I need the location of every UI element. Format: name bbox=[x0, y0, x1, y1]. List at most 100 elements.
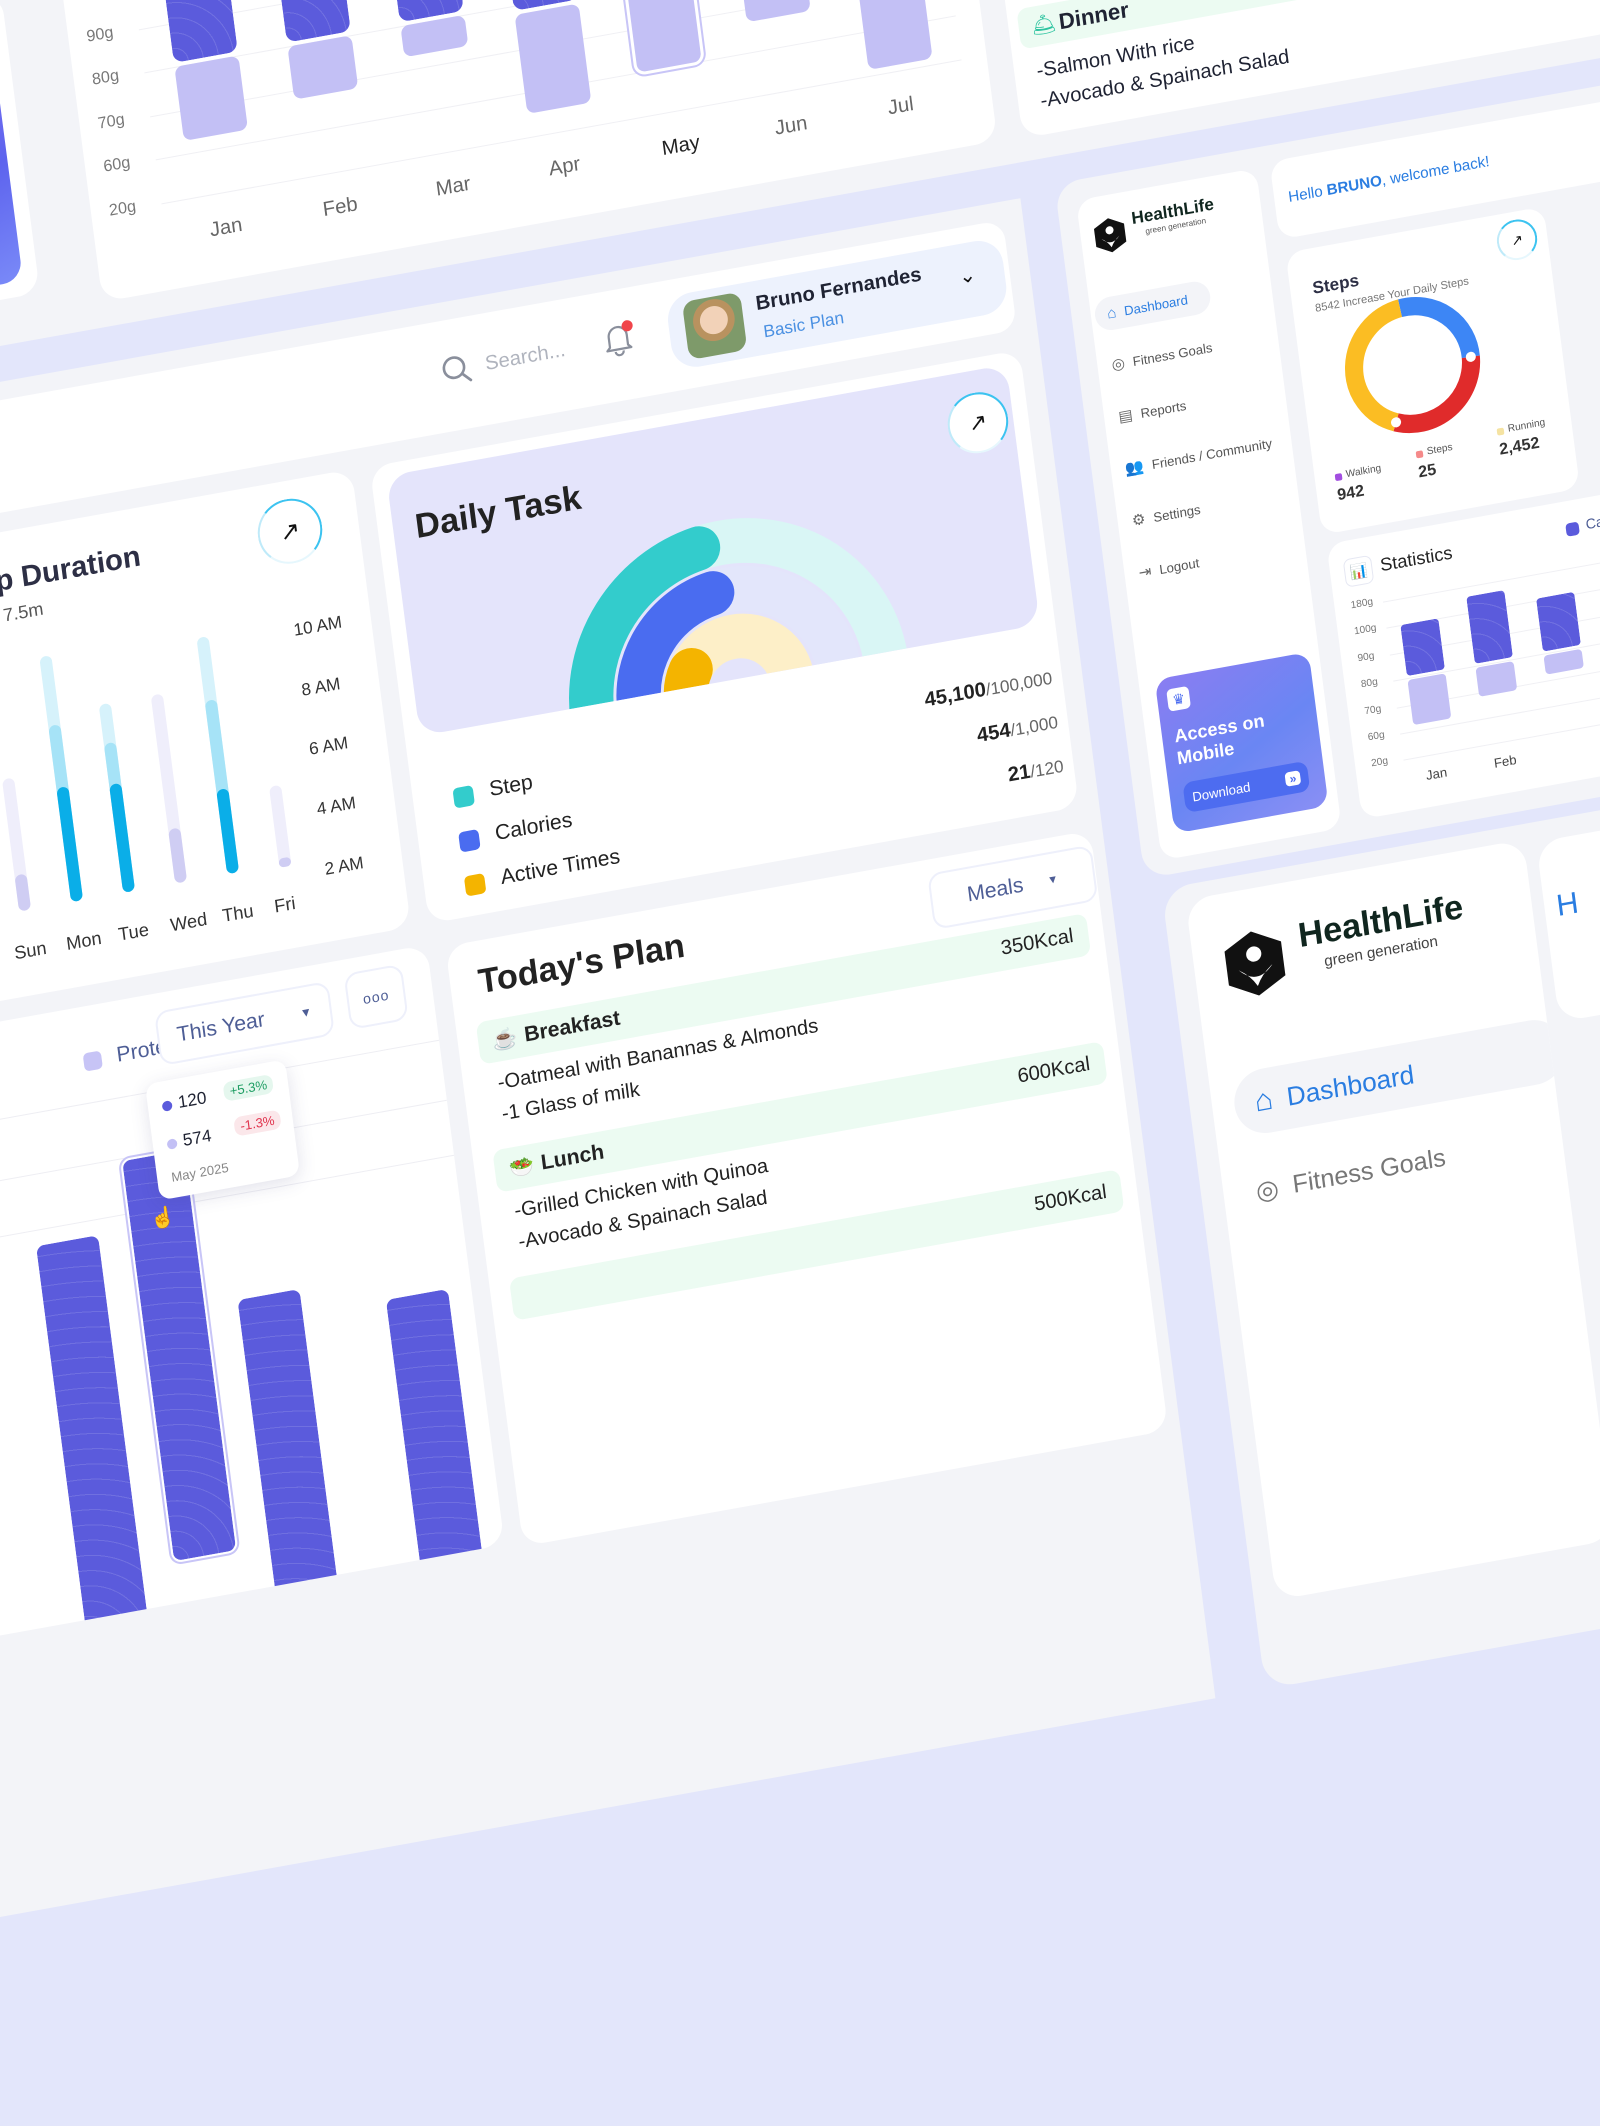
salad-bowl-icon: 🥗 bbox=[507, 1154, 536, 1182]
user-plan: Basic Plan bbox=[762, 307, 846, 342]
coffee-cup-icon: ☕ bbox=[491, 1026, 519, 1054]
x-tick-label: Jan bbox=[208, 213, 244, 242]
y-tick-label: 8 AM bbox=[300, 673, 342, 700]
series-dot bbox=[161, 1100, 173, 1112]
stat-value: 942 bbox=[1336, 482, 1366, 505]
avatar bbox=[681, 291, 748, 361]
x-tick-label: Feb bbox=[321, 192, 359, 222]
task-max-value: /100,000 bbox=[984, 668, 1054, 700]
donut-segment bbox=[1398, 297, 1480, 359]
bar-light-segment bbox=[287, 35, 359, 100]
y-tick-label: 60g bbox=[102, 153, 132, 176]
legend-swatch bbox=[452, 785, 476, 809]
download-button[interactable]: Download » bbox=[1182, 760, 1311, 814]
y-tick-label: 20g bbox=[108, 197, 138, 220]
welcome-message: Hello BRUNO, welcome back! bbox=[1287, 153, 1490, 206]
bar-dark-segment bbox=[1400, 618, 1445, 677]
meal-list: ☕ Breakfast 350Kcal -Oatmeal with Banannas … bbox=[445, 830, 1168, 1546]
bell-icon bbox=[606, 325, 633, 357]
donut-segment bbox=[1345, 299, 1403, 432]
series-dot bbox=[166, 1138, 178, 1150]
chevron-down-icon[interactable]: ⌄ bbox=[957, 263, 978, 289]
sleep-bar-deep-segment bbox=[109, 783, 136, 893]
x-tick-label: Thu bbox=[221, 900, 255, 926]
tooltip-change-1: +5.3% bbox=[222, 1073, 275, 1102]
sidebar-item-settings[interactable]: ⚙ Settings bbox=[1131, 500, 1202, 530]
task-current-value: 45,100 bbox=[923, 678, 988, 712]
sidebar-item-fitness-goals[interactable]: ◎ Fitness Goals bbox=[1254, 1142, 1448, 1207]
sidebar-item-dashboard[interactable]: ⌂ Dashboard bbox=[1230, 1014, 1569, 1139]
steps-donut-chart bbox=[1345, 297, 1481, 434]
bar-dark-segment bbox=[1536, 592, 1581, 652]
sleep-bar-deep-segment bbox=[14, 873, 32, 912]
x-tick-label: Sun bbox=[13, 937, 48, 964]
stat-label: Steps bbox=[1426, 441, 1454, 458]
legend-label: Calories bbox=[493, 808, 574, 846]
welcome-hello: Hello bbox=[1287, 182, 1328, 207]
mobile-promo-card: ♛ Access on Mobile Download » bbox=[1154, 651, 1329, 834]
steps-open-button[interactable]: ↗ bbox=[1494, 216, 1540, 264]
sleep-bar-deep-segment bbox=[168, 827, 188, 884]
y-tick-label: 80g bbox=[1360, 676, 1379, 691]
y-tick-label: 70g bbox=[1363, 703, 1382, 718]
healthlife-logo-icon bbox=[1224, 931, 1286, 996]
y-tick-label: 100g bbox=[1353, 622, 1378, 638]
double-chevron-right-icon: » bbox=[1284, 770, 1302, 787]
sidebar-item-reports[interactable]: ▤ Reports bbox=[1117, 396, 1187, 426]
sleep-bar-deep-segment bbox=[216, 788, 240, 875]
donut-handle bbox=[1465, 351, 1476, 362]
calories-progress-arc bbox=[616, 571, 735, 731]
x-tick-label: Wed bbox=[169, 908, 209, 936]
task-max-value: /120 bbox=[1029, 756, 1065, 782]
sidebar-item-fitness-goals[interactable]: ◎ Fitness Goals bbox=[1111, 338, 1214, 374]
bar-light-segment bbox=[1407, 673, 1452, 726]
search-input[interactable]: Search... bbox=[483, 338, 567, 375]
crown-icon: ♛ bbox=[1166, 685, 1192, 712]
tooltip-change-2: -1.3% bbox=[233, 1109, 282, 1137]
stat-value: 25 bbox=[1417, 461, 1438, 482]
y-tick-label: 10 AM bbox=[292, 612, 344, 640]
search-icon bbox=[442, 356, 473, 382]
zoomed-sidebar: HealthLife green generation ⌂ Dashboard … bbox=[1185, 839, 1600, 1601]
sidebar-item-logout[interactable]: ⇥ Logout bbox=[1138, 553, 1201, 582]
donut-segment bbox=[1393, 355, 1481, 434]
steps-title: Steps bbox=[1311, 270, 1361, 298]
cloche-icon: 🛎 bbox=[1029, 11, 1058, 39]
healthlife-logo-icon bbox=[1093, 218, 1127, 253]
cursor-hand-icon: ☝ bbox=[148, 1205, 177, 1232]
sidebar-item-label: Dashboard bbox=[1123, 292, 1189, 319]
sidebar-item-dashboard[interactable]: ⌂ Dashboard bbox=[1092, 279, 1212, 333]
notification-button[interactable] bbox=[599, 317, 638, 359]
bar-light-segment bbox=[514, 3, 592, 114]
sidebar-item-friends-community[interactable]: 👥 Friends / Community bbox=[1124, 434, 1273, 478]
legend-label: Active Times bbox=[499, 844, 622, 890]
sleep-bar-track bbox=[269, 784, 292, 868]
download-label: Download bbox=[1191, 778, 1252, 805]
legend-swatch bbox=[458, 829, 481, 853]
task-value: 454/1,000 bbox=[976, 711, 1060, 749]
bar-light-segment bbox=[730, 0, 811, 23]
stat-label: Running bbox=[1507, 417, 1546, 435]
welcome-name: BRUNO bbox=[1325, 172, 1383, 200]
sidebar-item-label: Fitness Goals bbox=[1131, 339, 1214, 369]
search-box[interactable]: Search... bbox=[439, 335, 567, 387]
legend-swatch bbox=[463, 873, 487, 897]
task-value: 45,100/100,000 bbox=[923, 667, 1053, 713]
stat-dot bbox=[1415, 450, 1424, 459]
sidebar-item-label: Settings bbox=[1152, 501, 1202, 525]
task-value: 21/120 bbox=[1007, 755, 1065, 788]
daily-task-visual: Daily Task ↗ bbox=[386, 364, 1040, 737]
welcome-rest: , welcome back! bbox=[1380, 152, 1491, 190]
stat-value: 2,452 bbox=[1498, 434, 1541, 459]
arrow-up-right-icon: ↗ bbox=[1510, 230, 1524, 249]
x-tick-label: Mon bbox=[65, 927, 103, 955]
bar-light-segment bbox=[400, 14, 469, 58]
sidebar-item-label: Logout bbox=[1158, 554, 1201, 577]
stat-dot bbox=[1496, 427, 1505, 436]
daily-task-card: Daily Task ↗ Step 45,100/100,000 Calories 4… bbox=[369, 349, 1080, 924]
sidebar: HealthLife green generation ⌂ Dashboard ◎ F… bbox=[1075, 168, 1342, 861]
bar-dark-segment bbox=[1466, 589, 1513, 665]
step-progress-arc bbox=[569, 526, 721, 737]
x-tick-label: Jun bbox=[773, 111, 809, 140]
welcome-partial: H bbox=[1554, 886, 1581, 924]
